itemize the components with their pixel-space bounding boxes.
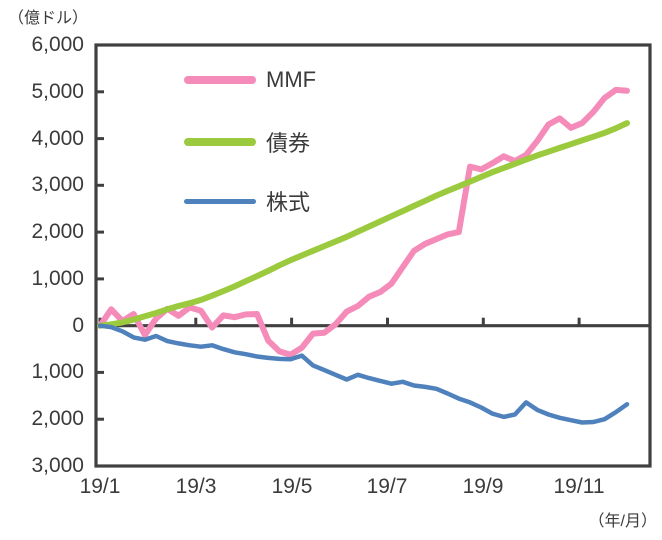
x-axis-tick-label: 19/7 — [366, 475, 408, 498]
y-axis-tick-label: 2,000 — [31, 220, 84, 243]
legend-line-bonds-swatch — [184, 138, 256, 146]
legend-item-equity: 株式 — [184, 189, 310, 215]
y-axis-tick-label: 1,000 — [31, 360, 84, 383]
legend-item-bonds: 債券 — [184, 130, 310, 156]
y-axis-tick-label: 3,000 — [31, 173, 84, 196]
y-axis-tick-label: 0 — [72, 314, 84, 337]
legend-line-equity-swatch — [184, 198, 256, 204]
y-axis-tick-label: 2,000 — [31, 407, 84, 430]
x-axis-tick-label: 19/11 — [553, 475, 605, 498]
series-line-2 — [97, 323, 630, 425]
legend-line-mmf-swatch — [184, 76, 256, 84]
legend-label-bonds: 債券 — [266, 131, 311, 156]
y-axis-tick-label: 4,000 — [31, 127, 84, 150]
x-axis-tick-label: 19/9 — [462, 475, 504, 498]
y-axis-tick-label: 5,000 — [31, 80, 84, 103]
x-axis-tick-label: 19/1 — [79, 475, 121, 498]
series-line-0 — [97, 86, 630, 358]
legend-label-equity: 株式 — [266, 190, 311, 215]
x-axis-tick-label: 19/5 — [271, 475, 313, 498]
y-axis-tick-label: 1,000 — [31, 267, 84, 290]
series-line-1 — [97, 120, 630, 329]
legend-label-mmf: MMF — [266, 67, 317, 92]
x-axis-unit-label: （年/月） — [588, 513, 657, 530]
y-axis-unit-label: （億ドル） — [8, 10, 89, 27]
y-axis-tick-label: 3,000 — [31, 454, 84, 477]
x-axis-tick-label: 19/3 — [175, 475, 217, 498]
legend-item-mmf: MMF — [184, 67, 317, 92]
y-axis-tick-label: 6,000 — [31, 33, 84, 56]
